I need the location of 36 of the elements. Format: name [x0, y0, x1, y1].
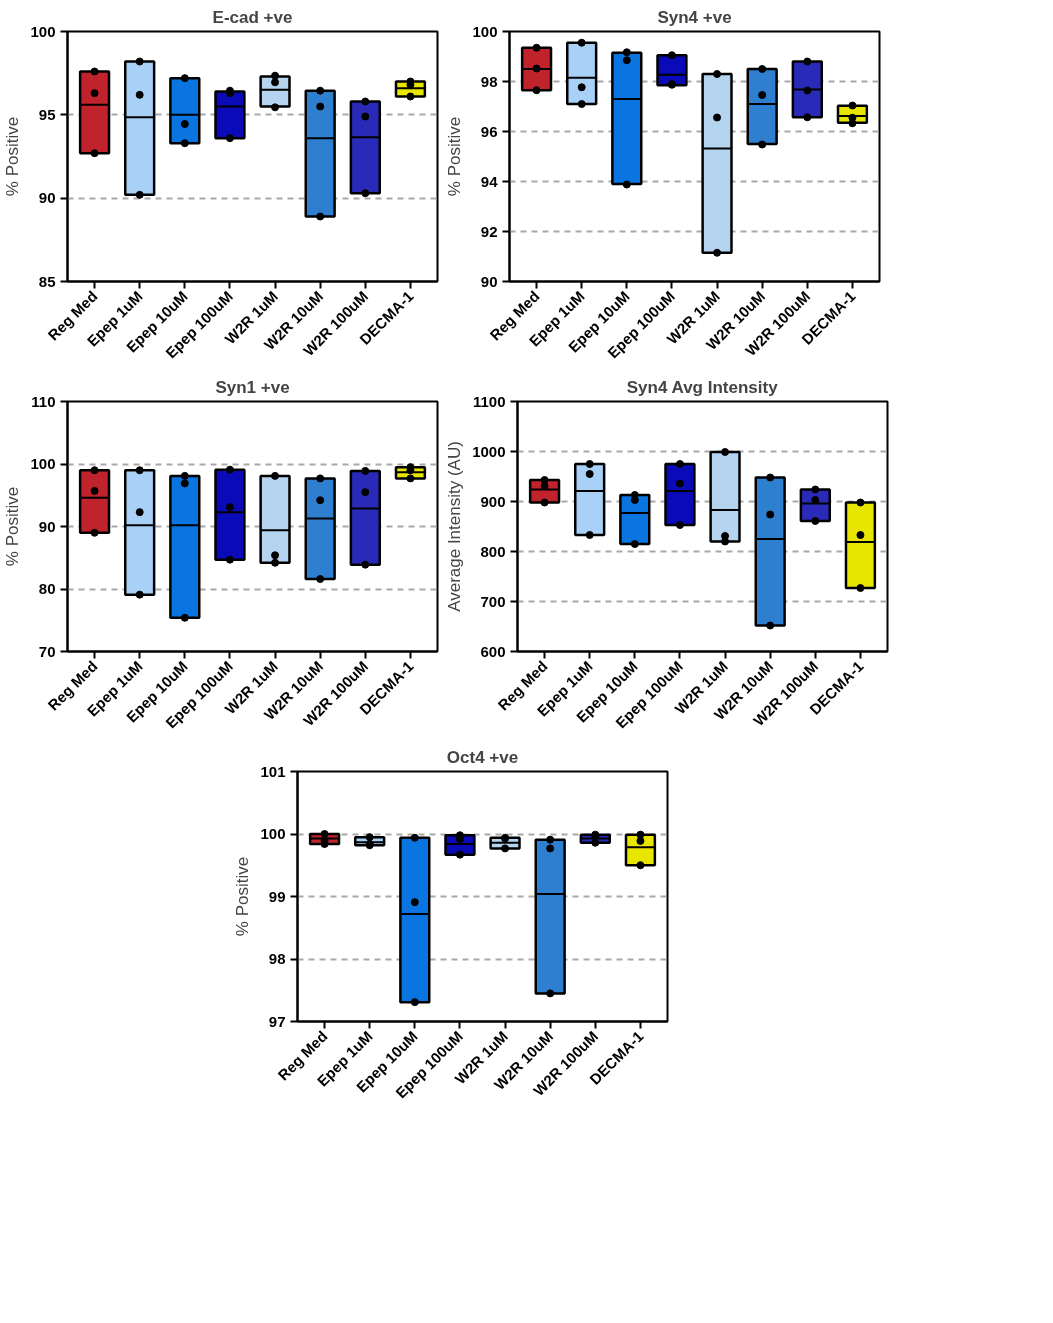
- y-tick-label: 1100: [472, 392, 506, 410]
- y-tick-label: 101: [260, 762, 286, 780]
- chart-title: Syn1 +ve: [215, 377, 290, 397]
- chart-title: Oct4 +ve: [446, 747, 519, 767]
- y-tick-label: 110: [31, 392, 56, 410]
- y-tick-label: 90: [38, 189, 56, 207]
- y-tick-label: 90: [38, 517, 56, 535]
- y-tick-label: 70: [38, 642, 56, 660]
- y-axis-title: % Positive: [445, 116, 465, 197]
- y-tick-label: 100: [472, 22, 498, 40]
- y-tick-label: 85: [38, 272, 56, 290]
- y-tick-label: 99: [268, 887, 286, 905]
- y-axis-title: % Positive: [3, 486, 23, 567]
- y-tick-label: 94: [480, 172, 499, 190]
- y-tick-label: 92: [480, 222, 498, 240]
- y-tick-label: 900: [480, 492, 506, 510]
- y-tick-label: 96: [480, 122, 498, 140]
- chart-title: E-cad +ve: [212, 7, 293, 27]
- chart-title: Syn4 +ve: [657, 7, 732, 27]
- y-axis-title: % Positive: [233, 856, 253, 937]
- y-tick-label: 1000: [472, 442, 506, 460]
- y-tick-label: 100: [30, 455, 56, 472]
- y-tick-label: 97: [268, 1012, 286, 1030]
- y-axis-title: Average Intensity (AU): [445, 441, 465, 612]
- y-axis-title: % Positive: [3, 116, 23, 197]
- y-tick-label: 98: [268, 950, 286, 967]
- y-tick-label: 98: [480, 72, 498, 90]
- y-tick-label: 100: [260, 825, 286, 842]
- y-tick-label: 80: [38, 580, 56, 597]
- y-tick-label: 700: [480, 592, 506, 610]
- y-tick-label: 100: [30, 22, 56, 40]
- y-tick-label: 800: [480, 542, 506, 560]
- y-tick-label: 95: [38, 105, 56, 123]
- y-tick-label: 90: [480, 272, 498, 290]
- y-tick-label: 600: [480, 642, 506, 660]
- chart-title: Syn4 Avg Intensity: [626, 377, 779, 397]
